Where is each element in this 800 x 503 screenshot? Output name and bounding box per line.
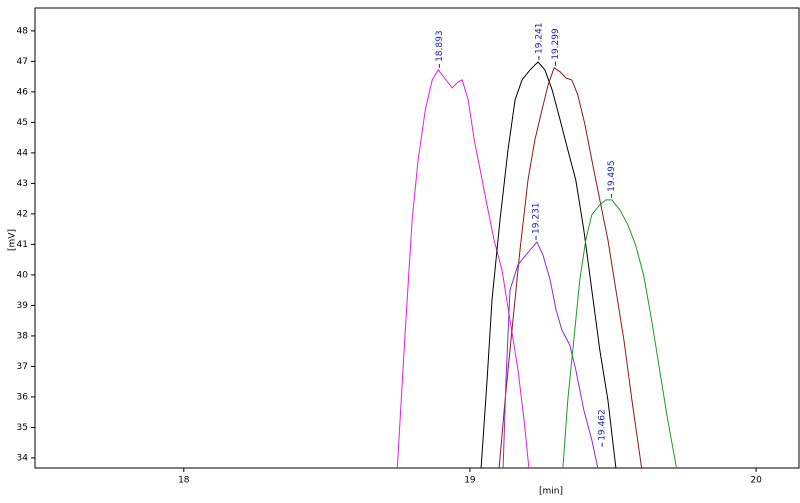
x-tick-label: 20 [750,476,762,486]
y-axis-label: [mV] [8,229,18,251]
y-tick-label: 43 [17,179,28,189]
x-tick-label: 19 [464,476,476,486]
peak-label: 19.462 [598,409,608,441]
y-tick-label: 41 [17,240,28,250]
x-axis-label: [min] [539,487,563,497]
x-tick-label: 18 [178,476,190,486]
peak-label: 19.231 [532,202,542,234]
peak-label: 19.241 [534,22,544,54]
y-tick-label: 47 [17,57,28,67]
series-line [562,199,677,468]
y-tick-label: 44 [17,148,29,158]
peak-label: 18.893 [435,30,445,62]
y-tick-label: 38 [17,331,29,341]
y-tick-label: 36 [17,392,29,402]
series-line [480,61,617,468]
peak-label: 19.495 [607,160,617,192]
y-tick-label: 45 [17,118,28,128]
y-tick-label: 35 [17,423,28,433]
series-line [498,67,643,468]
y-tick-label: 46 [17,87,29,97]
peak-label: 19.299 [551,28,561,60]
y-tick-label: 34 [17,453,29,463]
y-tick-label: 48 [17,26,29,36]
series-line [502,241,599,468]
y-tick-label: 42 [17,209,28,219]
y-tick-label: 40 [17,270,29,280]
y-tick-label: 37 [17,362,28,372]
plot-frame [34,7,800,469]
series-line [396,69,530,468]
y-tick-label: 39 [17,301,29,311]
